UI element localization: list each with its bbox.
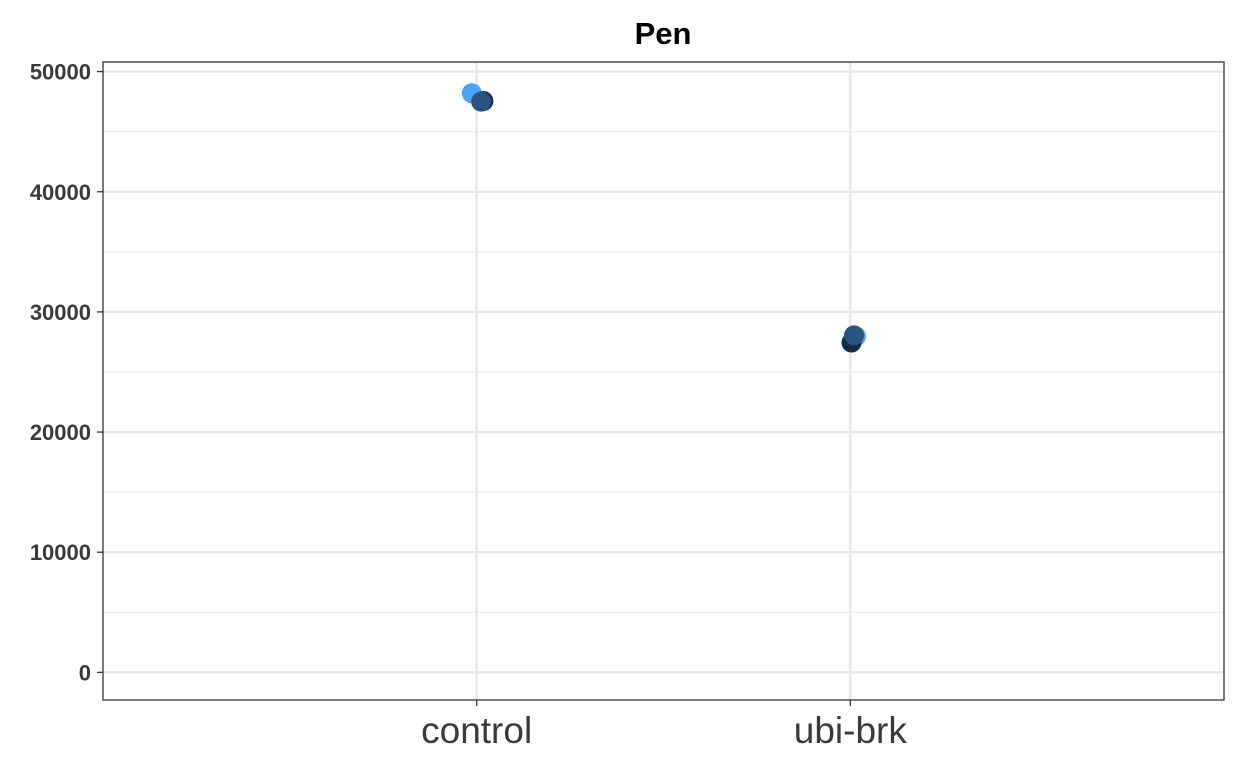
- grid-layer: [103, 62, 1224, 700]
- plot-border: [102, 61, 1225, 701]
- y-tick-label: 0: [79, 660, 91, 685]
- y-tick-label: 40000: [30, 180, 91, 205]
- y-tick-label: 50000: [30, 60, 91, 85]
- data-point: [471, 91, 492, 112]
- y-tick-label: 20000: [30, 420, 91, 445]
- chart-title: Pen: [635, 16, 692, 51]
- plot-panel: [103, 62, 1224, 700]
- points-layer: [461, 83, 866, 353]
- x-tick-label: ubi-brk: [794, 710, 908, 751]
- x-tick-label: control: [421, 710, 532, 751]
- y-tick-label: 10000: [30, 540, 91, 565]
- y-tick-label: 30000: [30, 300, 91, 325]
- data-point: [844, 325, 865, 346]
- axis-layer: 0 10000 20000 30000 40000 50000 control ubi-brk: [30, 60, 908, 751]
